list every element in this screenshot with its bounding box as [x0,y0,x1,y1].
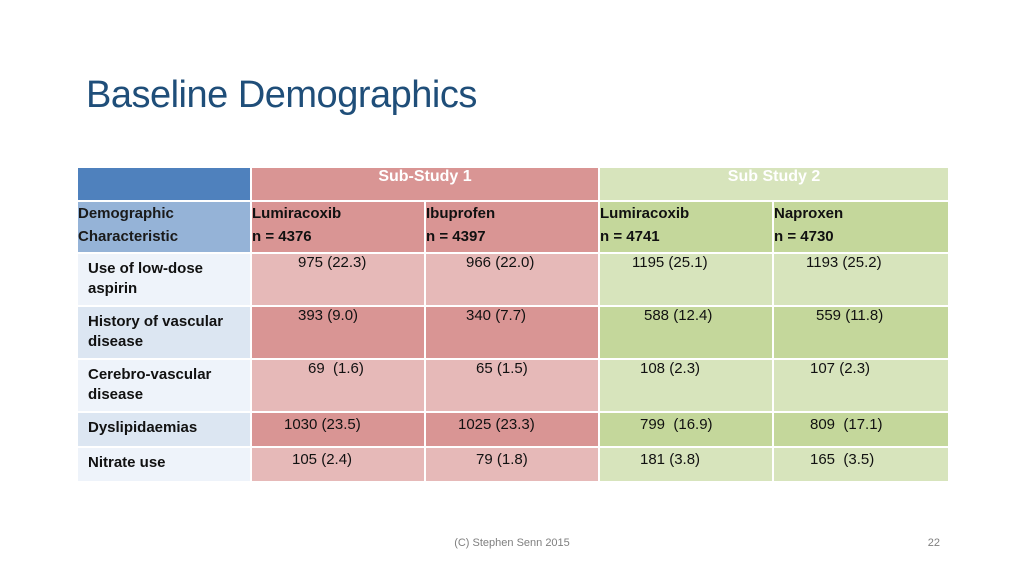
table-cell: 165 (3.5) [771,446,951,483]
table-subheader-row: Demographic Characteristic Lumiracoxib n… [76,200,951,254]
row-label: Dyslipidaemias [76,411,252,448]
table-cell: 340 (7.7) [424,305,600,360]
table-row: History of vascular disease 393 (9.0) 34… [76,305,951,360]
arm-header: Lumiracoxib n = 4376 [250,200,426,254]
table-row: Nitrate use 105 (2.4) 79 (1.8) 181 (3.8)… [76,446,951,483]
arm-name: Lumiracoxib [600,205,690,222]
table-row: Cerebro-vascular disease 69 (1.6) 65 (1.… [76,358,951,413]
table-header-row: Sub-Study 1 Sub Study 2 [76,166,951,202]
arm-name: Ibuprofen [426,205,496,222]
row-label: Use of low-dose aspirin [76,252,252,307]
table-cell: 79 (1.8) [424,446,600,483]
table-cell: 559 (11.8) [771,305,951,360]
table-cell: 799 (16.9) [598,411,774,448]
arm-n: n = 4730 [774,228,834,245]
footer-credit: (C) Stephen Senn 2015 [454,537,570,549]
row-label: Nitrate use [76,446,252,483]
characteristic-header-line1: Demographic [78,205,174,222]
table-cell: 393 (9.0) [250,305,426,360]
row-label: Cerebro-vascular disease [76,358,252,413]
table-cell: 1030 (23.5) [250,411,426,448]
arm-header: Lumiracoxib n = 4741 [598,200,774,254]
arm-n: n = 4741 [600,228,660,245]
table-row: Use of low-dose aspirin 975 (22.3) 966 (… [76,252,951,307]
sub-study-2-header: Sub Study 2 [597,166,951,202]
table-cell: 1025 (23.3) [424,411,600,448]
arm-name: Naproxen [774,205,844,222]
table-cell: 65 (1.5) [424,358,600,413]
table-cell: 105 (2.4) [250,446,426,483]
table-cell: 108 (2.3) [598,358,774,413]
characteristic-header: Demographic Characteristic [76,200,252,254]
table-cell: 966 (22.0) [424,252,600,307]
page-number: 22 [927,537,940,549]
demographics-table: Sub-Study 1 Sub Study 2 Demographic Char… [76,166,951,483]
table-cell: 69 (1.6) [250,358,426,413]
table-cell: 1195 (25.1) [598,252,774,307]
arm-name: Lumiracoxib [252,205,342,222]
corner-cell [76,166,252,202]
table-cell: 181 (3.8) [598,446,774,483]
table-cell: 809 (17.1) [771,411,951,448]
arm-header: Naproxen n = 4730 [771,200,951,254]
table-cell: 1193 (25.2) [771,252,951,307]
table-row: Dyslipidaemias 1030 (23.5) 1025 (23.3) 7… [76,411,951,448]
arm-header: Ibuprofen n = 4397 [424,200,600,254]
sub-study-1-header: Sub-Study 1 [250,166,600,202]
arm-n: n = 4397 [426,228,486,245]
table-cell: 588 (12.4) [598,305,774,360]
row-label: History of vascular disease [76,305,252,360]
table-cell: 975 (22.3) [250,252,426,307]
page-title: Baseline Demographics [86,74,477,116]
characteristic-header-line2: Characteristic [78,228,179,245]
table-cell: 107 (2.3) [771,358,951,413]
arm-n: n = 4376 [252,228,312,245]
